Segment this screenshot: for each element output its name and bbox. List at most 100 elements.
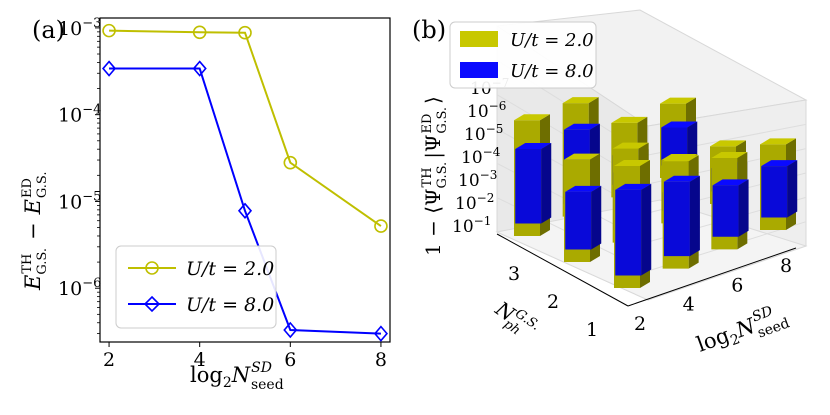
bar-u8 — [565, 185, 602, 250]
bar-u8 — [615, 183, 652, 276]
panel-a-label: (a) — [32, 16, 65, 44]
y-tick-label-a: 10−3 — [58, 16, 101, 40]
x-tick-label-a: 2 — [103, 349, 115, 371]
bar-front — [712, 185, 739, 237]
x-tick-label-b: 4 — [683, 294, 695, 316]
y-tick-label-b: 1 — [586, 319, 598, 341]
bar-u8 — [712, 179, 749, 237]
x-tick-label-b: 6 — [731, 274, 743, 296]
bar-top — [711, 152, 748, 159]
bar-side — [641, 183, 652, 276]
data-point-circle — [102, 23, 116, 38]
legend-label-u2: U/t = 2.0 — [186, 258, 274, 280]
x-ticks-a: 2 4 6 8 — [103, 342, 387, 371]
bar-top — [615, 183, 652, 190]
bar-top — [565, 185, 602, 192]
series-line-0 — [109, 29, 382, 227]
bar-top — [514, 114, 550, 121]
bar-side — [541, 143, 552, 224]
series-line-1 — [109, 67, 381, 335]
bar-front — [615, 189, 642, 276]
z-tick-label-b: 10−3 — [458, 168, 497, 191]
bar-front — [663, 181, 690, 257]
y-tick-label-b: 2 — [547, 291, 559, 313]
data-point-circle — [192, 25, 207, 40]
data-point-diamond — [192, 60, 207, 77]
x-tick-label-b: 2 — [634, 313, 646, 335]
y-tick-label-a: 10−4 — [58, 103, 101, 127]
x-tick-label-a: 8 — [375, 349, 387, 371]
bars-3d — [514, 97, 798, 288]
legend-marker-u8 — [143, 295, 161, 313]
axes-frame-a — [99, 17, 391, 343]
bar-side — [591, 185, 602, 250]
x-axis-label-a: log2NSD seed — [190, 360, 284, 393]
x-tick-label-b: 8 — [780, 255, 792, 277]
bar-side — [787, 160, 798, 218]
bar-front — [761, 166, 788, 218]
bar-top — [515, 143, 552, 150]
legend-a: U/t = 2.0 U/t = 8.0 — [115, 245, 277, 329]
legend-marker-u2 — [145, 261, 159, 275]
bar-top — [661, 121, 698, 128]
bar-u8 — [663, 175, 700, 257]
x-ticks-b: 2 4 6 8 — [634, 255, 792, 335]
legend-label-u8-b: U/t = 8.0 — [510, 61, 594, 82]
bar-front — [515, 149, 542, 224]
bar-top — [712, 179, 749, 186]
legend-label-u8: U/t = 8.0 — [186, 294, 274, 316]
series-markers-a — [102, 23, 388, 342]
x-tick-label-a: 4 — [194, 349, 206, 371]
bar-top — [662, 155, 699, 162]
bar-top — [663, 175, 700, 182]
data-point-diamond — [237, 202, 253, 220]
z-axis-label-b: 1 − ⟨ΨTHG.S.|ΨEDG.S.⟩ — [420, 96, 450, 256]
bar-top — [612, 142, 649, 149]
z-tick-label-b: 10−1 — [452, 214, 491, 237]
bar-top — [563, 123, 600, 130]
panel-b-label: (b) — [412, 16, 446, 44]
data-point-diamond — [283, 321, 298, 339]
y-axis-line-b — [496, 233, 629, 307]
bar-side — [738, 179, 749, 237]
panel-a: (a) 2 4 6 8 10−6 10−5 10−4 10−3 log2NSD seed ET… — [20, 16, 391, 393]
bar-u8 — [761, 160, 798, 218]
series-lines-a — [109, 29, 382, 335]
data-point-circle — [283, 155, 298, 170]
y-axis-label-a: ETHG.S.−EEDG.S. — [20, 171, 50, 291]
bar-top — [761, 160, 798, 167]
y-tick-label-a: 10−6 — [58, 276, 101, 300]
y-ticks-a: 10−6 10−5 10−4 10−3 — [58, 16, 101, 334]
z-tick-label-b: 10−5 — [464, 122, 503, 145]
data-point-diamond — [373, 325, 388, 342]
panel-b: (b) 10−110−210−310−410−510−610−7 1 − ⟨ΨT… — [412, 9, 808, 362]
bar-front — [565, 191, 592, 250]
z-tick-label-b: 10−6 — [467, 99, 506, 122]
y-tick-label-a: 10−5 — [58, 189, 101, 213]
legend-label-u2-b: U/t = 2.0 — [510, 30, 594, 51]
x-axis-line-b — [627, 247, 797, 307]
bar-u8 — [515, 143, 552, 224]
bar-top — [614, 160, 650, 166]
x-axis-label-b: log2NSDseed — [692, 299, 791, 362]
z-tick-label-b: 10−2 — [455, 191, 494, 214]
bar-top — [760, 138, 796, 145]
bar-top — [710, 140, 746, 147]
bar-top — [660, 97, 696, 104]
z-tick-label-b: 10−4 — [461, 145, 501, 168]
bar-top — [562, 97, 599, 104]
y-axis-label-b: NG.S.ph — [487, 295, 542, 346]
legend-b: U/t = 2.0 U/t = 8.0 — [449, 21, 597, 89]
legend-swatch-u2-b — [460, 31, 498, 47]
data-point-circle — [238, 25, 252, 40]
bar-top — [564, 153, 600, 160]
bar-side — [689, 175, 700, 257]
data-point-diamond — [102, 60, 117, 77]
y-tick-label-b: 3 — [508, 263, 520, 285]
bar-top — [611, 116, 648, 123]
legend-swatch-u8-b — [460, 62, 498, 78]
x-tick-label-a: 6 — [284, 349, 296, 371]
y-ticks-b: 1 2 3 — [508, 263, 598, 341]
data-point-circle — [374, 219, 388, 233]
